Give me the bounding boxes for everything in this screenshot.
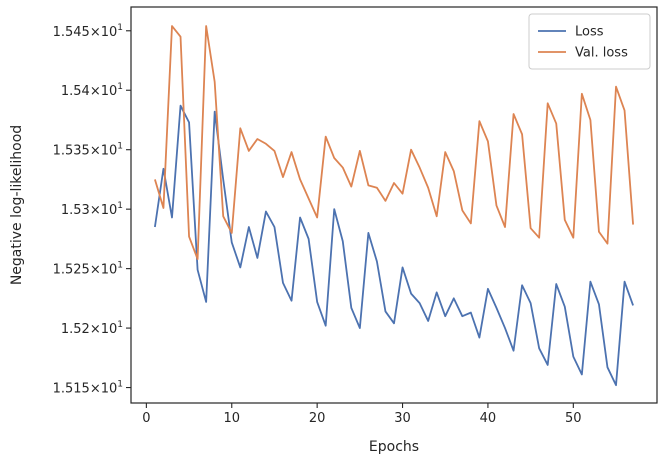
y-tick-label: 1.515×101 [53, 380, 123, 397]
y-axis: 1.515×101 1.52×101 1.525×101 1.53×101 1.535×… [53, 23, 131, 397]
legend-box [528, 13, 651, 70]
y-tick-label: 1.535×101 [53, 142, 123, 159]
x-tick-label: 30 [394, 411, 411, 426]
y-axis-label: Negative log-likelihood [9, 125, 25, 285]
series-group [154, 25, 634, 387]
series-line-val-loss [154, 25, 634, 261]
y-tick-label: 1.53×101 [61, 201, 123, 218]
legend-entry-loss: Loss [575, 25, 604, 40]
x-tick-label: 50 [565, 411, 582, 426]
x-axis: 0 10 20 30 40 50 [142, 403, 582, 426]
legend-entry-val-loss: Val. loss [575, 46, 628, 61]
y-tick-label: 1.545×101 [53, 23, 123, 40]
y-tick-label: 1.54×101 [61, 82, 123, 99]
x-tick-label: 10 [223, 411, 240, 426]
x-tick-label: 40 [480, 411, 497, 426]
x-axis-label: Epochs [369, 439, 419, 455]
y-tick-label: 1.525×101 [53, 261, 123, 278]
y-tick-label: 1.52×101 [61, 320, 123, 337]
x-tick-label: 20 [309, 411, 326, 426]
legend: Loss Val. loss [528, 13, 651, 70]
series-line-loss [154, 104, 634, 387]
x-tick-label: 0 [142, 411, 150, 426]
